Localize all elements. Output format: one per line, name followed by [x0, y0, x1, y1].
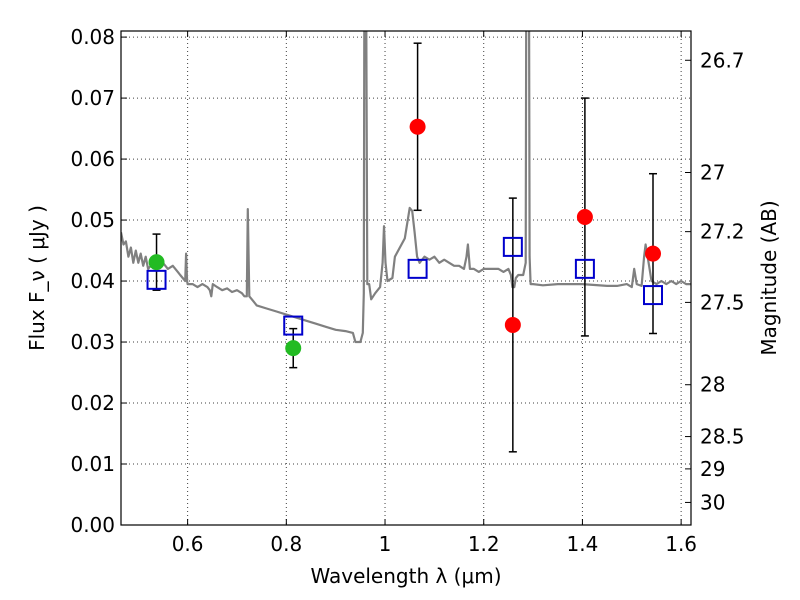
model-square	[574, 258, 595, 279]
y-tick-label: 0.03	[70, 330, 115, 354]
model-square	[643, 285, 663, 306]
nir-point	[576, 209, 593, 226]
magnitude-tick-label: 28.5	[700, 425, 745, 449]
y-tick-label: 0.06	[70, 147, 115, 171]
magnitude-tick-label: 27.5	[700, 290, 745, 314]
optical-point	[148, 254, 165, 271]
x-axis-title: Wavelength λ (μm)	[310, 564, 501, 588]
plot-area	[121, 31, 691, 525]
x-tick-label: 1	[379, 532, 392, 556]
grid-lines	[121, 31, 691, 525]
nir-point	[409, 118, 426, 135]
magnitude-tick-labels: 26.7 27 27.2 27.5 28 28.5 29 30	[700, 48, 745, 514]
magnitude-tick-label: 30	[700, 490, 725, 514]
nir-point	[645, 245, 661, 262]
y-tick-label: 0.00	[70, 513, 115, 537]
y-tick-label: 0.01	[70, 452, 115, 476]
nir-point	[504, 316, 521, 333]
y-tick-labels: 0.00 0.01 0.02 0.03 0.04 0.05 0.06 0.07 0.08	[70, 25, 115, 537]
y-axis-title: Flux F_ν ( μJy )	[25, 205, 49, 351]
plot-frame	[120, 30, 692, 526]
y-tick-label: 0.07	[70, 86, 115, 110]
magnitude-tick-label: 27	[700, 160, 725, 184]
y-tick-label: 0.05	[70, 208, 115, 232]
y-tick-label: 0.04	[70, 269, 115, 293]
magnitude-tick-label: 29	[700, 457, 725, 481]
magnitude-tick-label: 26.7	[700, 48, 745, 72]
model-square	[146, 269, 167, 290]
model-square	[283, 315, 304, 336]
y-tick-label: 0.02	[70, 391, 115, 415]
optical-point	[285, 340, 302, 357]
spectrum-line	[121, 31, 691, 344]
model-square	[502, 236, 523, 257]
magnitude-tick-label: 27.2	[700, 220, 745, 244]
model-square	[407, 258, 428, 279]
axis-ticks	[121, 31, 691, 526]
x-tick-labels: 0.6 0.8 1 1.2 1.4 1.6	[172, 532, 697, 556]
series-layer	[121, 31, 691, 453]
x-tick-label: 1.2	[468, 532, 500, 556]
y2-axis-title: Magnitude (AB)	[757, 200, 781, 355]
magnitude-tick-label: 28	[700, 373, 725, 397]
x-tick-label: 0.8	[270, 532, 302, 556]
x-tick-label: 0.6	[172, 532, 204, 556]
y-tick-label: 0.08	[70, 25, 115, 49]
x-tick-label: 1.6	[665, 532, 697, 556]
x-tick-label: 1.4	[567, 532, 599, 556]
